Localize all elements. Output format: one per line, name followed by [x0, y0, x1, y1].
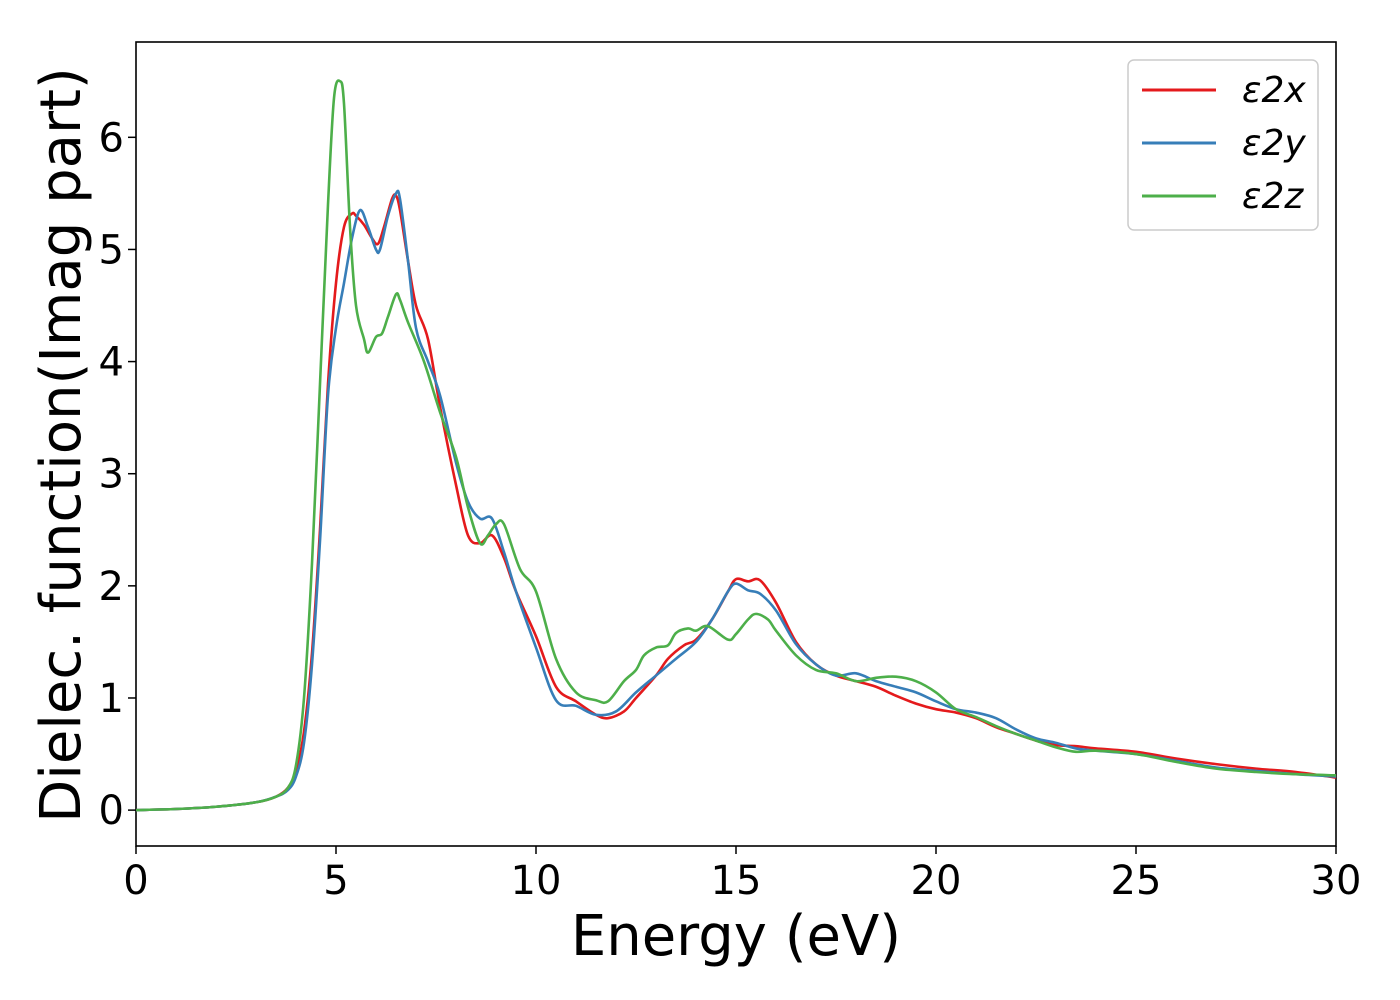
x-tick-label: 0	[123, 858, 148, 904]
y-tick-label: 4	[99, 340, 124, 386]
series-layer	[135, 79, 1337, 812]
x-tick-label: 25	[1111, 858, 1162, 904]
y-tick-label: 1	[99, 676, 124, 722]
series-line-z	[135, 79, 1337, 812]
x-tick-label: 30	[1311, 858, 1362, 904]
x-axis-ticks: 0 5 10 15 20 25 30	[123, 846, 1361, 904]
x-tick-label: 10	[511, 858, 562, 904]
legend-box	[1127, 59, 1319, 231]
y-axis-title: Dielec. function(Imag part)	[29, 67, 94, 823]
y-tick-label: 5	[99, 227, 124, 273]
legend-label-y: ε2y	[1242, 123, 1306, 164]
y-axis-ticks: 0 1 2 3 4 5 6	[99, 115, 136, 834]
y-tick-label: 2	[99, 564, 124, 610]
x-tick-label: 15	[711, 858, 762, 904]
y-tick-label: 0	[99, 788, 124, 834]
x-tick-label: 20	[911, 858, 962, 904]
y-tick-label: 6	[99, 115, 124, 161]
legend: ε2x ε2y ε2z	[1127, 59, 1319, 231]
y-tick-label: 3	[99, 452, 124, 498]
legend-label-x: ε2x	[1242, 70, 1306, 111]
x-tick-label: 5	[323, 858, 348, 904]
legend-label-z: ε2z	[1242, 176, 1304, 217]
x-axis-title: Energy (eV)	[571, 904, 901, 969]
series-line-y	[135, 189, 1337, 812]
